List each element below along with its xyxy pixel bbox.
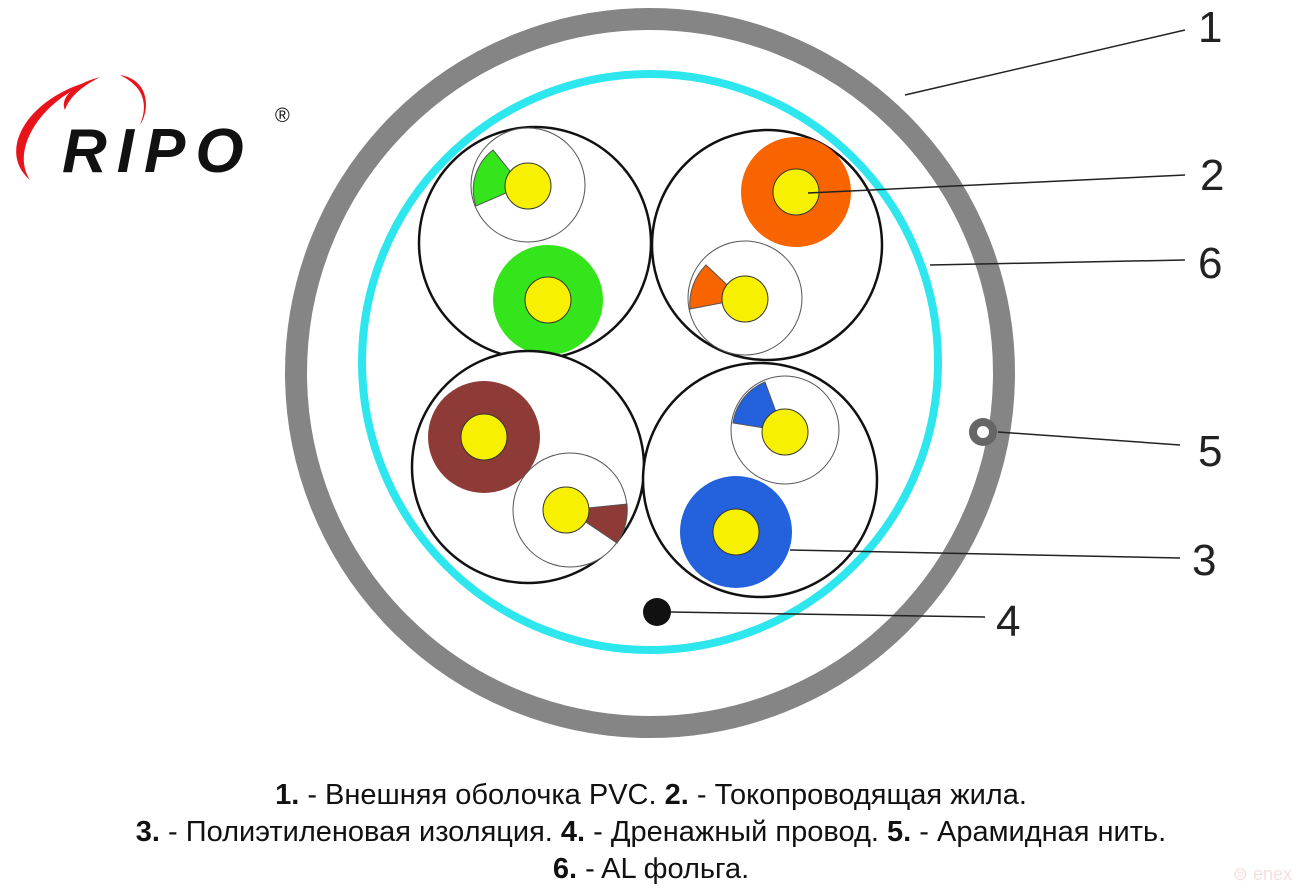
al-foil xyxy=(358,70,942,654)
callout-6: 6 xyxy=(1198,239,1222,288)
caption-line-2: 3. - Полиэтиленовая изоляция. 4. - Дрена… xyxy=(135,816,1167,848)
callout-3: 3 xyxy=(1192,536,1216,585)
drain-wire xyxy=(643,598,671,626)
watermark: ⊜ enex xyxy=(1232,864,1292,884)
pair-brown xyxy=(410,349,646,585)
leader-lines xyxy=(669,29,1186,618)
pair-blue xyxy=(641,361,879,599)
pair-orange xyxy=(650,128,884,362)
outer-jacket xyxy=(285,8,1015,738)
enex-logo-icon: ⊜ xyxy=(1232,864,1253,884)
callout-2: 2 xyxy=(1200,151,1224,200)
svg-text:RIPO: RIPO xyxy=(62,117,254,186)
callout-1: 1 xyxy=(1198,3,1222,52)
callout-5: 5 xyxy=(1198,427,1222,476)
caption-line-3: 6. - AL фольга. xyxy=(552,853,750,885)
caption-line-1: 1. - Внешняя оболочка PVC. 2. - Токопров… xyxy=(275,779,1027,811)
legend-caption: 1. - Внешняя оболочка PVC. 2. - Токопров… xyxy=(0,777,1302,888)
pair-green xyxy=(417,125,653,361)
svg-text:®: ® xyxy=(275,105,290,127)
callout-4: 4 xyxy=(996,597,1020,646)
aramid-thread xyxy=(969,418,997,446)
ripo-logo: RIPO ® xyxy=(16,75,290,186)
